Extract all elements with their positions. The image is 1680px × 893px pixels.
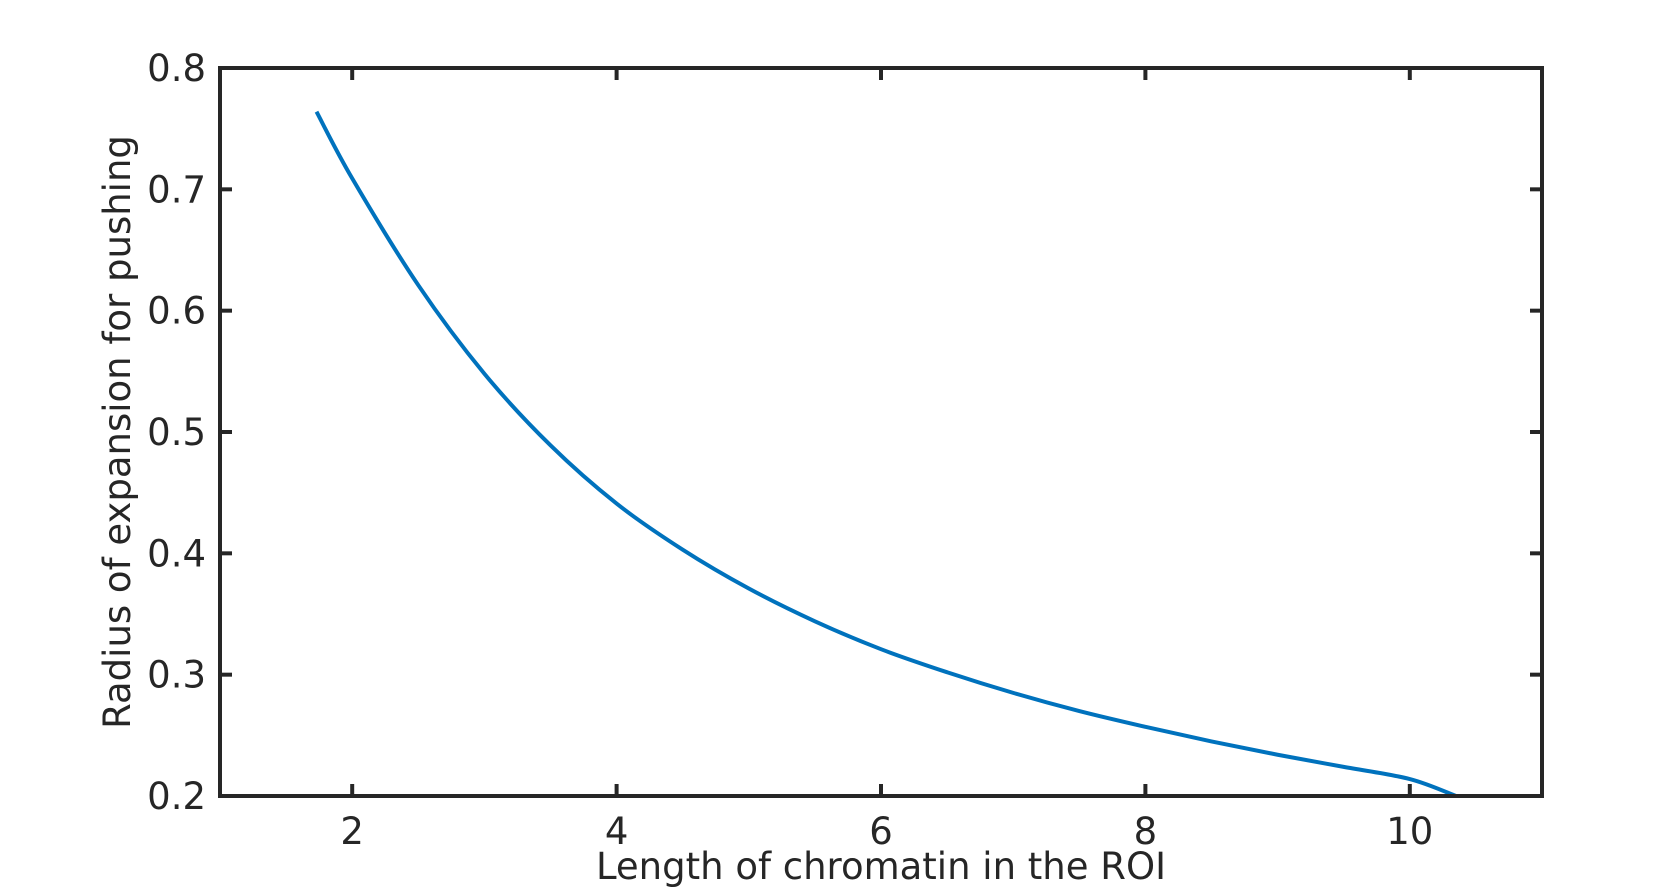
x-tick-label: 2 bbox=[340, 810, 364, 853]
x-tick-label: 10 bbox=[1386, 810, 1433, 853]
y-tick-label: 0.2 bbox=[147, 775, 206, 818]
series-line-0 bbox=[314, 110, 1457, 798]
tick-labels: 2 4 6 8 10 0.2 0.3 0.4 0.5 0.6 0.7 0.8 bbox=[147, 47, 1433, 853]
y-tick-label: 0.7 bbox=[147, 168, 206, 211]
x-axis-label: Length of chromatin in the ROI bbox=[596, 845, 1166, 888]
y-tick-label: 0.4 bbox=[147, 532, 206, 575]
x-tick-label: 6 bbox=[869, 810, 893, 853]
y-tick-label: 0.8 bbox=[147, 47, 206, 90]
y-tick-label: 0.5 bbox=[147, 411, 206, 454]
y-tick-label: 0.6 bbox=[147, 290, 206, 333]
x-tick-label: 4 bbox=[605, 810, 629, 853]
y-axis-label: Radius of expansion for pushing bbox=[96, 135, 139, 729]
y-tick-label: 0.3 bbox=[147, 654, 206, 697]
x-tick-label: 8 bbox=[1134, 810, 1158, 853]
axis-ticks bbox=[220, 66, 1542, 798]
